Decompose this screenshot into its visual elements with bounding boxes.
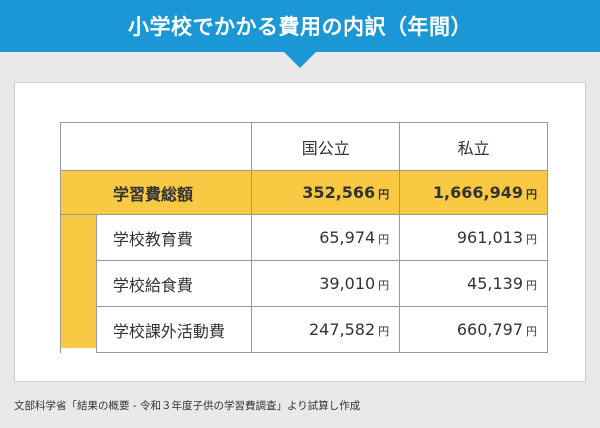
row-public-cell: 39,010 円 (251, 260, 401, 307)
row-private-cell: 660,797 円 (399, 306, 548, 353)
page-title: 小学校でかかる費用の内訳（年間） (0, 0, 600, 52)
cost-table-wrapper: 国公立 私立 学習費総額 352,566 円 1,666,949 円 学校教育費 6… (59, 122, 548, 353)
row-public-cell: 247,582 円 (251, 306, 401, 353)
yen-unit: 円 (526, 188, 537, 201)
row-label: 学校課外活動費 (95, 306, 253, 353)
row-public-value: 65,974 (319, 228, 376, 247)
row-private-value: 45,139 (467, 274, 523, 293)
title-pointer-arrow (284, 52, 316, 68)
yen-unit: 円 (526, 325, 537, 338)
row-public-value: 247,582 (309, 320, 376, 339)
total-public-value: 352,566 (302, 183, 376, 202)
header-blank-cell (59, 122, 253, 171)
yen-unit: 円 (526, 233, 537, 246)
yen-unit: 円 (378, 233, 390, 246)
indent-spacer (60, 260, 97, 307)
total-label: 学習費総額 (59, 170, 253, 215)
indent-spacer (60, 306, 97, 353)
indent-spacer (60, 214, 97, 261)
row-public-cell: 65,974 円 (251, 214, 401, 261)
source-note: 文部科学省「結果の概要 - 令和３年度子供の学習費調査」より試算し作成 (14, 400, 361, 412)
table-row: 学校教育費 65,974 円 961,013 円 (60, 214, 548, 261)
row-private-cell: 45,139 円 (399, 260, 548, 307)
yen-unit: 円 (378, 188, 390, 201)
yen-unit: 円 (378, 279, 390, 292)
cost-table: 国公立 私立 学習費総額 352,566 円 1,666,949 円 学校教育費 6… (59, 122, 548, 353)
row-private-value: 961,013 (456, 228, 523, 247)
row-label: 学校給食費 (95, 260, 253, 307)
row-label: 学校教育費 (95, 214, 253, 261)
total-public-cell: 352,566 円 (251, 170, 401, 215)
row-private-cell: 961,013 円 (399, 214, 548, 261)
row-public-value: 39,010 (319, 274, 376, 293)
table-row: 学校課外活動費 247,582 円 660,797 円 (60, 306, 548, 353)
total-private-value: 1,666,949 (432, 183, 523, 202)
table-row: 学校給食費 39,010 円 45,139 円 (60, 260, 548, 307)
column-header-private: 私立 (399, 122, 548, 171)
total-row: 学習費総額 352,566 円 1,666,949 円 (59, 170, 548, 215)
yen-unit: 円 (378, 325, 390, 338)
yen-unit: 円 (526, 279, 537, 292)
row-private-value: 660,797 (456, 320, 523, 339)
header-row: 国公立 私立 (59, 122, 548, 171)
column-header-public: 国公立 (251, 122, 401, 171)
total-private-cell: 1,666,949 円 (399, 170, 548, 215)
